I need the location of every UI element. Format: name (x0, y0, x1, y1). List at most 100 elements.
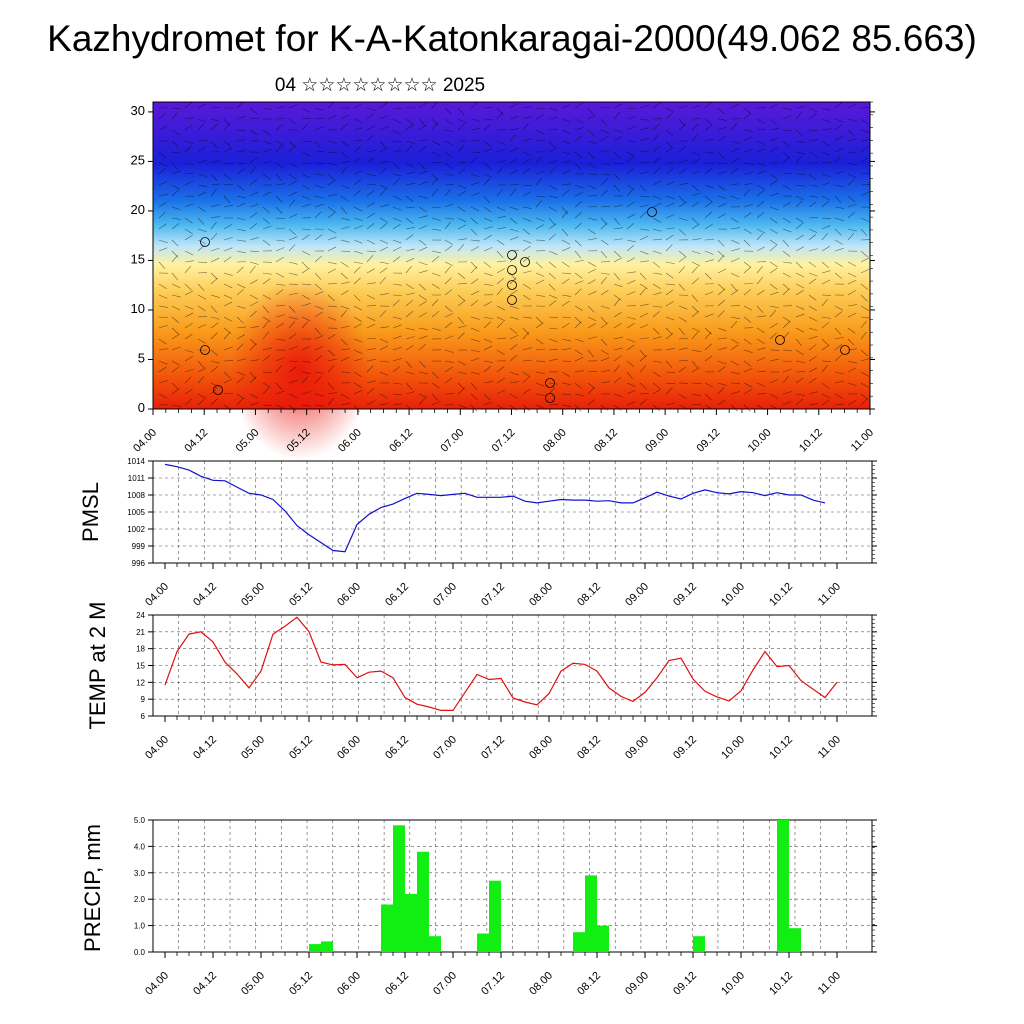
wind-barb (418, 102, 427, 109)
wind-barb (548, 140, 555, 149)
wind-barb (236, 129, 246, 131)
wind-barb (626, 245, 635, 252)
wind-barb (821, 162, 831, 164)
wind-barb (470, 404, 478, 412)
wind-barb (613, 111, 620, 120)
wind-barb (418, 344, 427, 351)
x-tick-label: 10.12 (767, 734, 795, 762)
wind-barb (431, 250, 441, 254)
x-tick-label: 09.00 (623, 970, 651, 998)
wind-barb (210, 118, 220, 122)
wind-barb (236, 393, 245, 400)
wind-barb (444, 107, 452, 115)
wind-barb (158, 360, 168, 365)
wind-barb (496, 112, 504, 120)
wind-barb (808, 316, 818, 322)
wind-barb (405, 234, 414, 241)
wind-barb (314, 371, 324, 374)
wind-barb (704, 124, 713, 131)
wind-barb (405, 183, 415, 186)
wind-barb (691, 117, 701, 120)
wind-barb (470, 266, 478, 274)
wind-barb (821, 382, 830, 389)
wind-barb (730, 283, 738, 292)
wind-barb (353, 217, 363, 221)
wind-barb (171, 107, 181, 110)
wind-barb (340, 123, 348, 131)
wind-barb (444, 188, 452, 197)
wind-barb (418, 162, 426, 170)
wind-barb (548, 358, 558, 362)
wind-barb (743, 382, 753, 388)
wind-barb (639, 195, 649, 198)
wind-barb (704, 101, 712, 109)
wind-barb (717, 126, 727, 131)
wind-barb (314, 211, 322, 219)
wind-barb (548, 300, 557, 307)
wind-barb (158, 338, 167, 345)
wind-barb (652, 360, 662, 363)
wind-barb (743, 204, 753, 208)
wind-barb (834, 124, 843, 131)
x-tick-label: 07.12 (479, 734, 507, 762)
wind-barb (756, 212, 765, 219)
wind-barb (288, 118, 297, 125)
wind-barb (652, 404, 661, 411)
y-tick-label: 1.0 (134, 922, 146, 931)
wind-barb (717, 283, 726, 291)
wind-barb (236, 376, 244, 384)
wind-barb (301, 107, 311, 113)
wind-barb (275, 183, 285, 186)
wind-barb (444, 239, 453, 245)
wind-barb (262, 129, 271, 136)
wind-barb (223, 237, 233, 241)
wind-barb (314, 311, 323, 318)
wind-barb (548, 403, 558, 406)
wind-barb (210, 360, 220, 364)
wind-barb (379, 239, 389, 244)
wind-barb (171, 239, 179, 247)
wind-barb (275, 106, 285, 109)
wind-barb (379, 293, 389, 296)
wind-barb (834, 118, 844, 123)
wind-barb (275, 365, 283, 373)
wind-barb (847, 151, 857, 154)
wind-barb (561, 278, 570, 285)
wind-barb (275, 117, 285, 120)
wind-barb (314, 272, 322, 280)
wind-barb (327, 180, 336, 186)
wind-barb (379, 267, 388, 274)
wind-barb (262, 217, 270, 225)
wind-barb (743, 212, 752, 219)
wind-barb (184, 356, 193, 362)
wind-barb (405, 162, 415, 168)
wind-barb (340, 309, 348, 318)
wind-barb (197, 398, 205, 406)
wind-barb (795, 155, 802, 164)
wind-barb (652, 217, 661, 223)
wind-barb (509, 255, 517, 263)
wind-barb (821, 261, 830, 269)
wind-barb (418, 225, 428, 230)
wind-barb (418, 138, 428, 142)
wind-barb (444, 349, 454, 353)
wind-barb (171, 272, 178, 281)
y-tick-label: 999 (132, 542, 146, 551)
wind-barb (730, 227, 740, 230)
wind-barb (301, 250, 311, 256)
wind-barb (223, 378, 233, 384)
wind-barb (353, 206, 363, 212)
wind-barb (522, 158, 532, 164)
wind-barb (691, 310, 700, 318)
wind-barb (379, 188, 386, 197)
wind-barb (288, 145, 296, 153)
wind-barb (613, 204, 623, 208)
wind-barb (652, 117, 662, 120)
wind-barb (301, 346, 311, 351)
wind-barb (548, 382, 558, 385)
wind-barb (587, 387, 595, 395)
wind-barb (366, 323, 376, 329)
wind-barb (223, 332, 231, 340)
wind-barb (249, 343, 257, 351)
wind-barb (392, 217, 402, 222)
